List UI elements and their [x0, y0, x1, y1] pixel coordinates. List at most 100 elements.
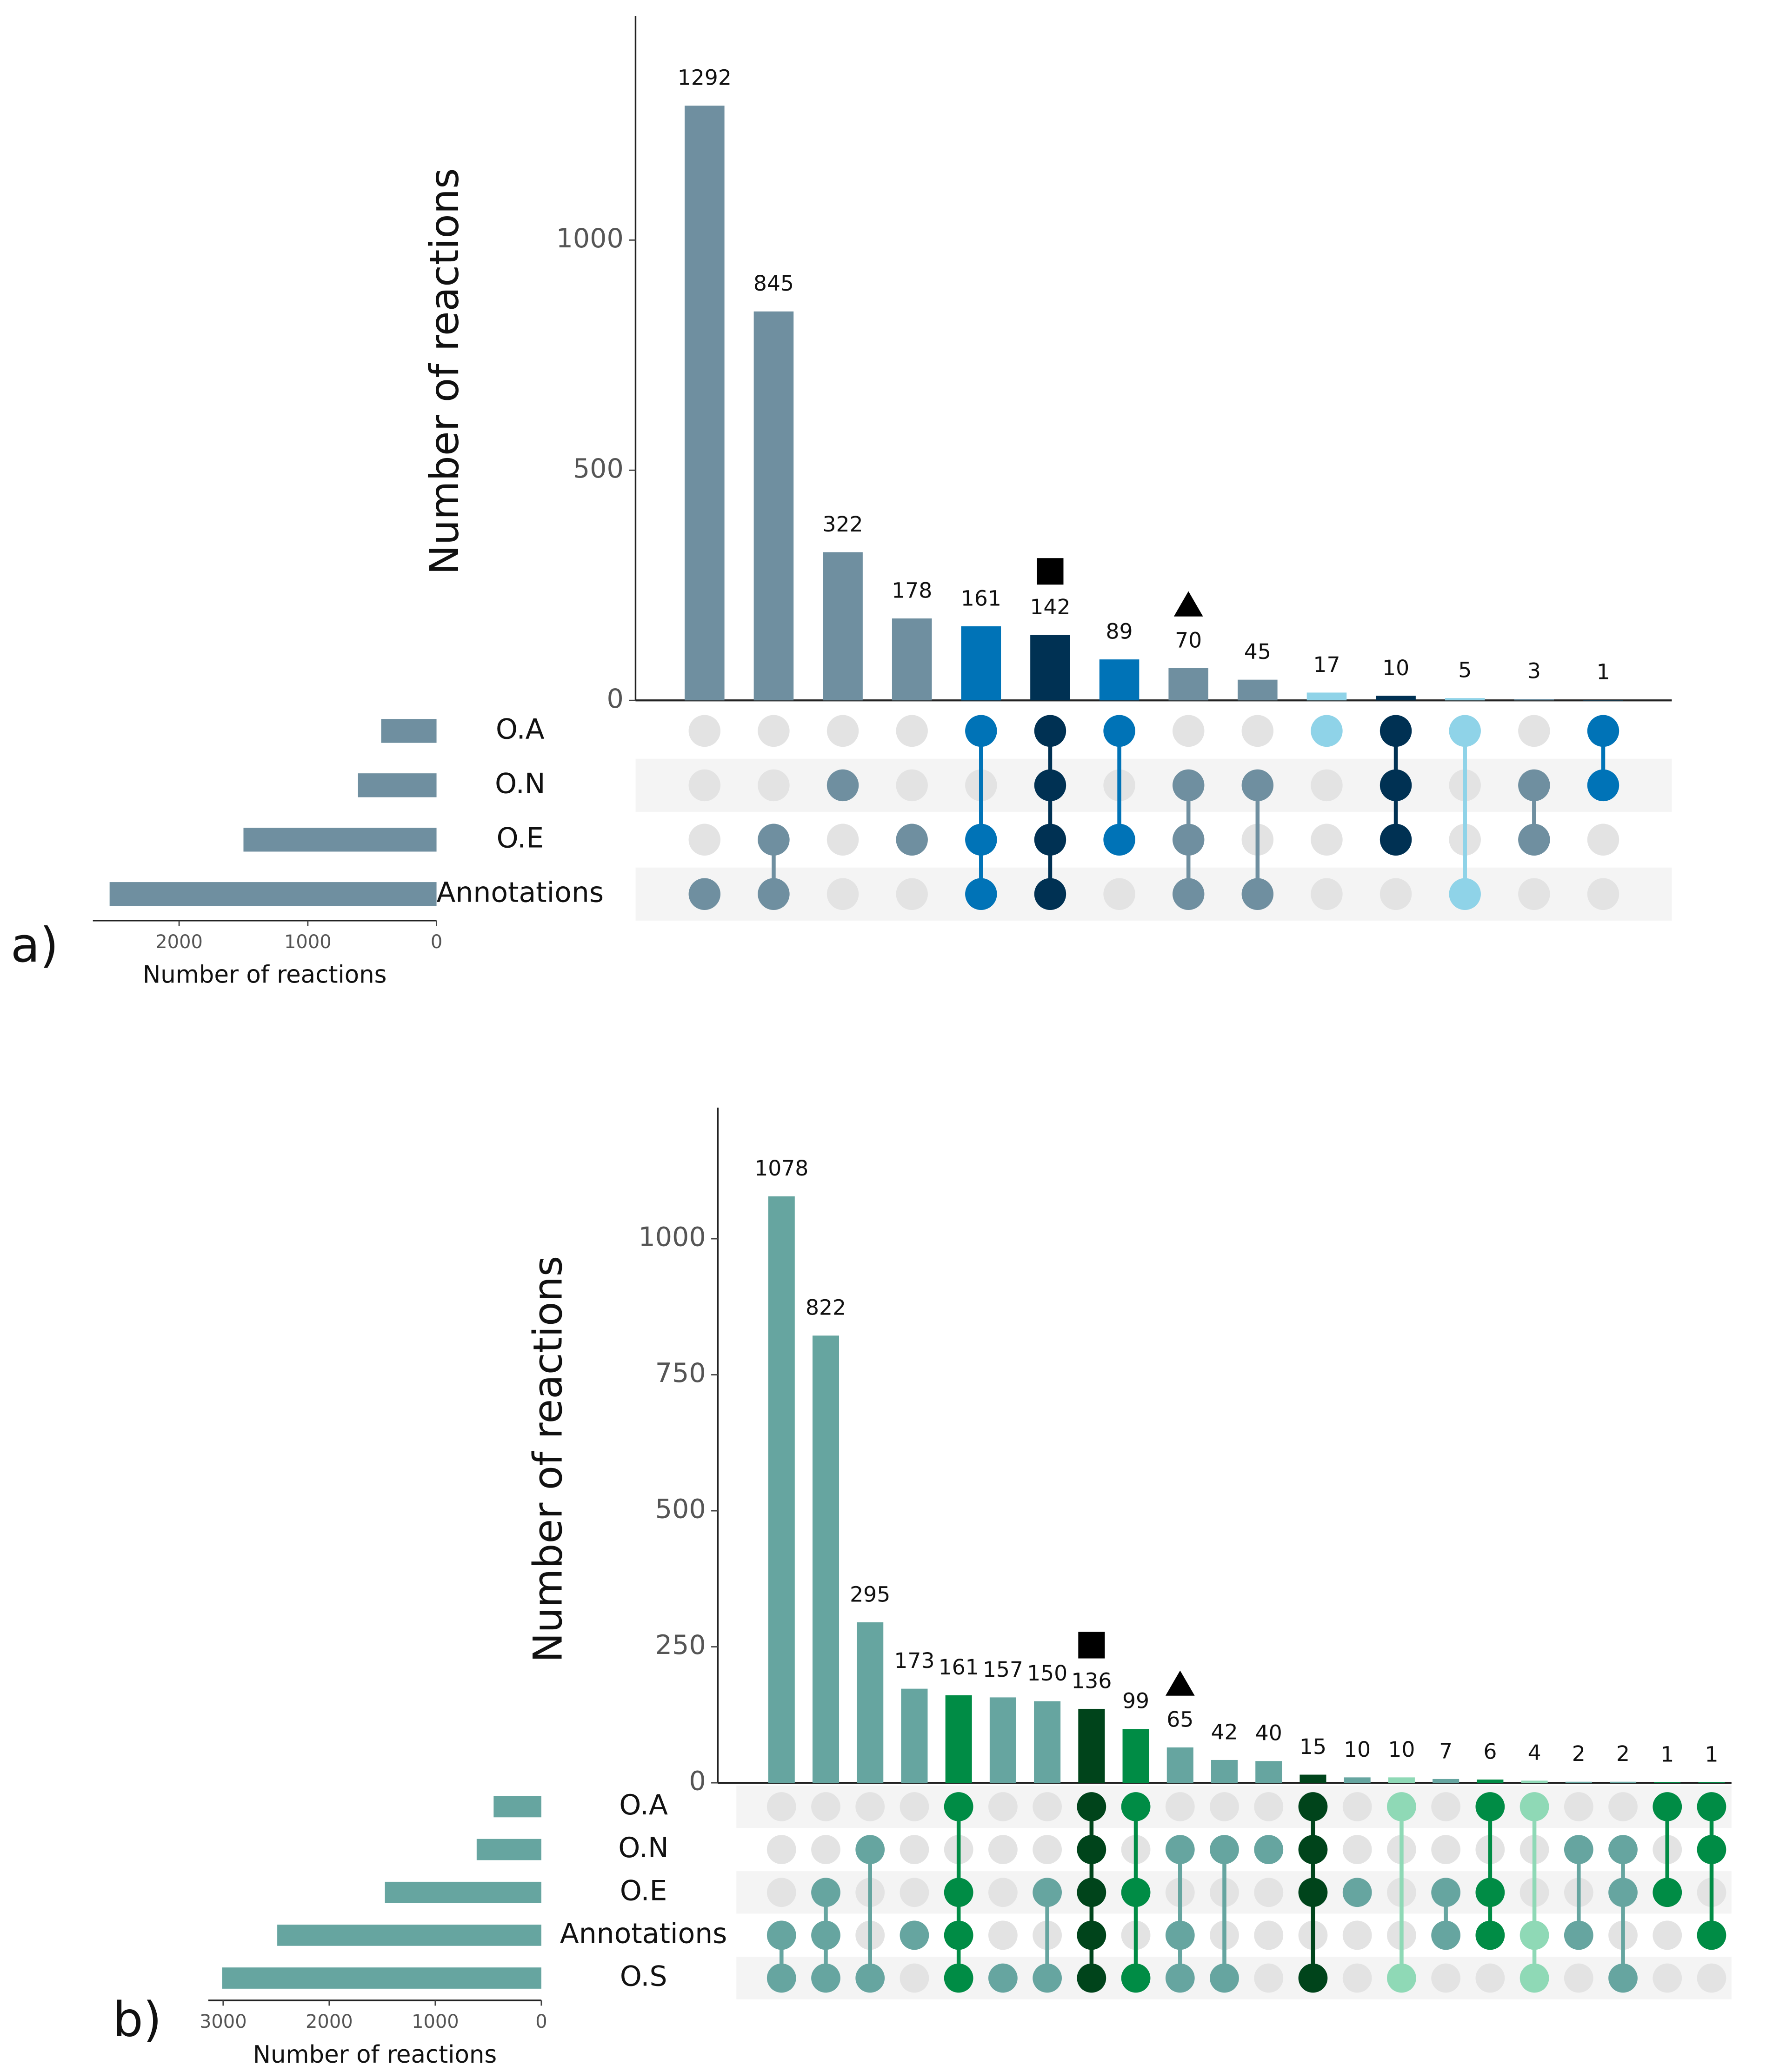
matrix-dot [1165, 1920, 1195, 1950]
matrix-dot-empty [1172, 715, 1205, 747]
bar-value-label: 173 [894, 1648, 934, 1673]
matrix-dot-empty [1254, 1792, 1284, 1821]
matrix-dot [1034, 715, 1066, 747]
y-tick-label: 0 [689, 1766, 706, 1797]
intersection-bar [685, 106, 725, 701]
matrix-dot-empty [1564, 1963, 1593, 1993]
matrix-dot-empty [1311, 769, 1343, 802]
set-label: Annotations [560, 1917, 727, 1950]
intersection-bar [1445, 698, 1485, 701]
matrix-dot [944, 1878, 973, 1907]
matrix-dot-empty [1518, 715, 1550, 747]
matrix-dot [855, 1963, 885, 1993]
matrix-dot [988, 1963, 1018, 1993]
intersection-bar [1388, 1777, 1415, 1783]
triangle-marker [1173, 591, 1203, 617]
bar-value-label: 822 [806, 1295, 846, 1320]
set-axis-tick-label: 3000 [200, 2011, 247, 2032]
matrix-dot [1034, 823, 1066, 856]
matrix-dot-empty [900, 1878, 929, 1907]
matrix-dot-empty [1431, 1963, 1461, 1993]
matrix-dot-empty [758, 715, 790, 747]
matrix-dot-empty [811, 1792, 840, 1821]
intersection-bar [1698, 1782, 1725, 1783]
set-axis-tick-label: 1000 [412, 2011, 459, 2032]
set-label: O.A [496, 713, 545, 745]
bar-value-label: 845 [753, 271, 794, 296]
matrix-dot [1519, 1920, 1549, 1950]
matrix-dot [965, 878, 997, 910]
matrix-dot [1172, 878, 1205, 910]
intersection-bar [1099, 659, 1140, 701]
set-label: O.N [495, 767, 546, 800]
matrix-dot [944, 1792, 973, 1821]
y-axis-title: Number of reactions [422, 168, 468, 575]
matrix-dot-empty [896, 878, 928, 910]
intersection-bar [1122, 1729, 1149, 1783]
matrix-dot [1033, 1963, 1062, 1993]
matrix-dot [1379, 769, 1412, 802]
intersection-bar [1300, 1774, 1326, 1783]
matrix-dot [1121, 1963, 1151, 1993]
matrix-dot [1387, 1963, 1416, 1993]
matrix-dot-empty [1210, 1792, 1239, 1821]
matrix-row-band [635, 867, 1672, 921]
matrix-dot [1697, 1835, 1726, 1864]
matrix-dot-empty [988, 1792, 1018, 1821]
matrix-dot [1077, 1878, 1106, 1907]
matrix-dot-empty [1475, 1963, 1505, 1993]
bar-value-label: 10 [1382, 656, 1409, 680]
matrix-dot [1697, 1792, 1726, 1821]
bar-value-label: 1 [1660, 1742, 1674, 1767]
bar-value-label: 10 [1344, 1737, 1371, 1762]
set-label: O.E [496, 822, 544, 854]
matrix-dot [1342, 1878, 1372, 1907]
matrix-dot-empty [1564, 1792, 1593, 1821]
matrix-dot [1077, 1963, 1106, 1993]
matrix-dot-empty [896, 715, 928, 747]
intersection-bar [1211, 1760, 1238, 1783]
matrix-dot [1298, 1963, 1328, 1993]
matrix-dot-empty [988, 1920, 1018, 1950]
matrix-dot [1379, 715, 1412, 747]
matrix-dot [811, 1963, 840, 1993]
matrix-dot [1518, 769, 1550, 802]
matrix-dot-empty [896, 769, 928, 802]
set-label: O.S [620, 1960, 667, 1993]
intersection-bar [1166, 1747, 1193, 1783]
matrix-dot-empty [1518, 878, 1550, 910]
matrix-dot [1475, 1878, 1505, 1907]
intersection-bar [1306, 692, 1347, 701]
matrix-row-band [635, 758, 1672, 812]
matrix-dot [1608, 1835, 1638, 1864]
bar-value-label: 161 [961, 586, 1001, 611]
intersection-bar [823, 552, 863, 701]
bar-value-label: 3 [1527, 659, 1541, 684]
matrix-dot [1254, 1835, 1284, 1864]
intersection-bar [1030, 635, 1070, 701]
bar-value-label: 295 [850, 1582, 890, 1607]
matrix-dot [1519, 1963, 1549, 1993]
set-size-bar [222, 1967, 541, 1989]
matrix-dot [811, 1920, 840, 1950]
bar-value-label: 1292 [678, 66, 732, 90]
matrix-dot-empty [900, 1835, 929, 1864]
matrix-dot [965, 715, 997, 747]
intersection-bar [1255, 1761, 1282, 1783]
matrix-dot [944, 1963, 973, 1993]
matrix-dot-empty [826, 878, 859, 910]
matrix-dot [1077, 1835, 1106, 1864]
matrix-dot [811, 1878, 840, 1907]
set-size-bar [243, 828, 437, 852]
bar-value-label: 89 [1106, 619, 1133, 644]
matrix-dot-empty [1431, 1835, 1461, 1864]
matrix-dot [1379, 823, 1412, 856]
bar-value-label: 5 [1458, 658, 1472, 683]
bar-value-label: 2 [1572, 1741, 1586, 1766]
matrix-dot-empty [688, 823, 721, 856]
matrix-dot [1121, 1792, 1151, 1821]
intersection-bar [1565, 1781, 1592, 1783]
matrix-dot [1608, 1878, 1638, 1907]
matrix-dot-empty [1342, 1792, 1372, 1821]
set-label: O.E [620, 1874, 667, 1907]
